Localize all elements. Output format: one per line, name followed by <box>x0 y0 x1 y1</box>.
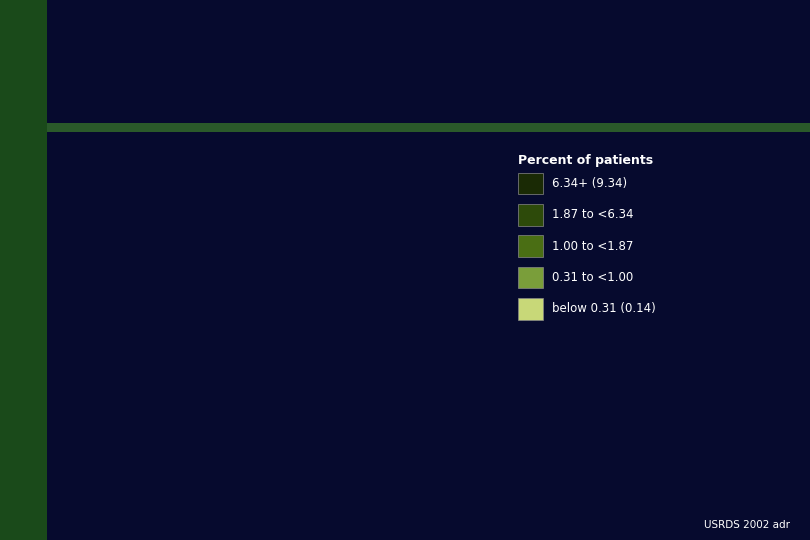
Text: 1.00 to <1.87: 1.00 to <1.87 <box>552 240 633 253</box>
Text: figure 12.16, ESRD patients enrolled in Medicare + Choice: figure 12.16, ESRD patients enrolled in … <box>61 87 543 102</box>
Text: 0.31 to <1.00: 0.31 to <1.00 <box>552 271 633 284</box>
Text: Percent of patients: Percent of patients <box>518 154 654 167</box>
Text: Percent of Medicare risk patients: 1995: Percent of Medicare risk patients: 1995 <box>61 37 712 65</box>
Text: 6.34+ (9.34): 6.34+ (9.34) <box>552 177 628 190</box>
Text: USRDS: USRDS <box>15 238 32 302</box>
Text: managed care organizations: managed care organizations <box>61 110 296 125</box>
Text: below 0.31 (0.14): below 0.31 (0.14) <box>552 302 656 315</box>
Text: USRDS 2002 adr: USRDS 2002 adr <box>704 520 790 530</box>
Text: 1.87 to <6.34: 1.87 to <6.34 <box>552 208 634 221</box>
